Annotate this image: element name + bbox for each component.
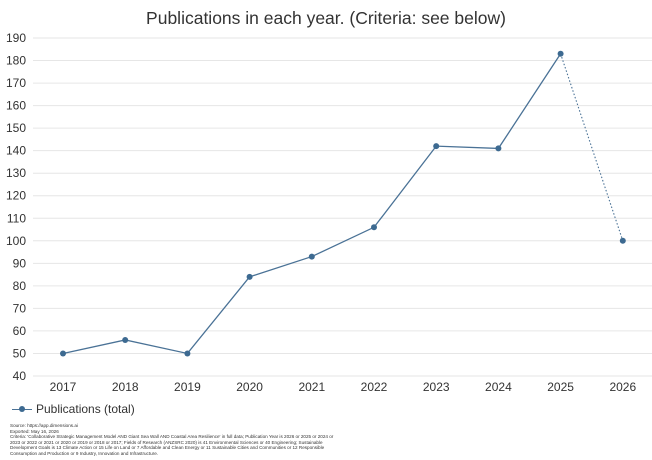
x-tick-label: 2017 (50, 380, 77, 394)
y-tick-label: 90 (13, 256, 27, 270)
y-tick-label: 80 (13, 279, 27, 293)
source-notes: Source: https://app.dimensions.ai Export… (10, 423, 335, 460)
y-tick-label: 150 (6, 121, 26, 135)
x-tick-label: 2022 (361, 380, 388, 394)
exported-text: Exported: May 16, 2026 (10, 428, 59, 434)
data-point[interactable] (308, 253, 315, 260)
x-tick-label: 2018 (112, 380, 139, 394)
y-tick-label: 70 (13, 301, 27, 315)
y-tick-label: 110 (7, 211, 26, 225)
y-tick-label: 100 (6, 234, 26, 248)
y-tick-label: 120 (6, 189, 26, 203)
y-tick-label: 160 (6, 99, 26, 113)
chart-title: Publications in each year. (Criteria: se… (146, 8, 506, 28)
y-tick-label: 140 (6, 144, 26, 158)
x-tick-label: 2026 (609, 380, 636, 394)
data-point[interactable] (60, 350, 66, 357)
legend-marker-icon (12, 403, 32, 415)
criteria-text: Criteria: 'Collaborative Strategic Manag… (10, 434, 334, 456)
y-tick-label: 40 (13, 369, 27, 383)
x-tick-label: 2025 (547, 380, 574, 394)
x-tick-label: 2019 (174, 380, 201, 394)
y-tick-label: 190 (6, 31, 26, 45)
source-text: Source: https://app.dimensions.ai (10, 423, 78, 428)
y-tick-label: 170 (6, 76, 26, 90)
data-point[interactable] (122, 336, 129, 343)
series-line-projected (560, 53, 624, 241)
series-points (60, 50, 626, 357)
data-point[interactable] (246, 273, 253, 280)
x-axis-ticks: 2017 2018 2019 2020 2021 2022 2023 2024 2025 2026 (50, 380, 637, 394)
x-tick-label: 2020 (236, 380, 263, 394)
y-tick-label: 130 (6, 166, 26, 180)
x-tick-label: 2024 (485, 380, 512, 394)
data-point[interactable] (184, 350, 191, 357)
y-tick-label: 60 (13, 324, 27, 338)
legend[interactable]: Publications (total) (12, 401, 135, 417)
data-point[interactable] (619, 237, 626, 244)
y-axis-ticks: 40 50 60 70 80 90 100 110 120 130 140 150 160 170 180 1… (6, 31, 26, 383)
x-tick-label: 2023 (423, 380, 450, 394)
data-point[interactable] (495, 145, 502, 152)
data-point[interactable] (371, 224, 377, 231)
y-tick-label: 180 (6, 54, 26, 68)
data-point[interactable] (557, 50, 564, 57)
legend-label: Publications (total) (36, 402, 135, 416)
data-point[interactable] (433, 143, 440, 150)
line-chart: 40 50 60 70 80 90 100 110 120 130 140 150 160 170 180 1… (6, 31, 652, 394)
y-tick-label: 50 (13, 346, 27, 360)
x-tick-label: 2021 (298, 380, 325, 394)
gridlines (33, 37, 652, 377)
